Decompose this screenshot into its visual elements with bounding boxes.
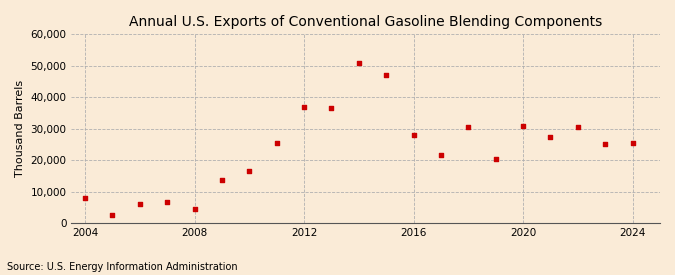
Point (490, 156, 501, 161)
Point (435, 153, 446, 158)
Point (189, 207, 200, 211)
Point (217, 178, 227, 182)
Point (463, 125, 474, 129)
Title: Annual U.S. Exports of Conventional Gasoline Blending Components: Annual U.S. Exports of Conventional Gaso… (129, 15, 602, 29)
Point (408, 133, 419, 137)
Point (244, 169, 254, 174)
Point (53, 186, 63, 191)
Point (518, 123, 529, 128)
Point (134, 201, 145, 206)
Point (600, 142, 611, 147)
Text: Source: U.S. Energy Information Administration: Source: U.S. Energy Information Administ… (7, 262, 238, 272)
Point (572, 125, 583, 129)
Point (354, 60, 364, 65)
Point (271, 141, 282, 145)
Point (80, 196, 90, 200)
Point (545, 134, 556, 139)
Point (299, 104, 310, 109)
Point (162, 200, 173, 204)
Y-axis label: Thousand Barrels: Thousand Barrels (15, 80, 25, 177)
Point (627, 141, 638, 145)
Point (107, 213, 118, 218)
Point (326, 106, 337, 111)
Point (381, 73, 392, 78)
